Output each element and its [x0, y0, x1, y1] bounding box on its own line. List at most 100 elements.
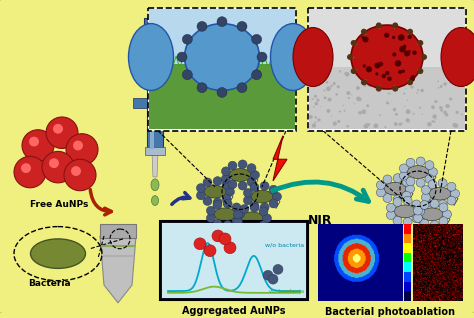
Circle shape — [374, 123, 378, 128]
Circle shape — [421, 185, 430, 194]
Text: w/ bacteria: w/ bacteria — [269, 288, 304, 293]
Circle shape — [416, 207, 425, 216]
Circle shape — [440, 109, 443, 112]
Circle shape — [263, 214, 272, 223]
Bar — [404, 291, 411, 301]
Circle shape — [232, 217, 241, 226]
Circle shape — [361, 36, 365, 39]
Circle shape — [49, 158, 59, 168]
Circle shape — [197, 83, 207, 93]
Circle shape — [420, 219, 429, 228]
Circle shape — [250, 170, 259, 179]
Circle shape — [315, 116, 317, 119]
Ellipse shape — [151, 179, 159, 191]
Ellipse shape — [204, 185, 226, 198]
Circle shape — [212, 230, 224, 242]
Circle shape — [320, 76, 325, 80]
Circle shape — [384, 33, 389, 38]
Circle shape — [400, 164, 409, 173]
Circle shape — [244, 196, 252, 205]
Circle shape — [412, 113, 414, 115]
Circle shape — [403, 218, 412, 226]
Circle shape — [64, 159, 96, 191]
Circle shape — [439, 217, 448, 226]
Circle shape — [337, 120, 340, 123]
Circle shape — [407, 100, 408, 101]
Circle shape — [313, 106, 315, 108]
Circle shape — [320, 106, 321, 107]
Circle shape — [182, 70, 192, 80]
Bar — [404, 272, 411, 282]
Text: Bacteria: Bacteria — [28, 279, 71, 288]
Bar — [404, 253, 411, 262]
Circle shape — [314, 95, 317, 98]
Circle shape — [328, 98, 332, 102]
Ellipse shape — [384, 182, 406, 195]
Text: Aggregated AuNPs: Aggregated AuNPs — [182, 306, 286, 316]
Circle shape — [421, 54, 427, 60]
Circle shape — [425, 175, 434, 183]
Circle shape — [461, 76, 464, 79]
Circle shape — [360, 73, 365, 78]
Circle shape — [434, 100, 438, 103]
Text: NIR: NIR — [308, 214, 332, 227]
Circle shape — [203, 197, 212, 205]
Circle shape — [240, 223, 249, 232]
Circle shape — [238, 160, 247, 169]
Circle shape — [411, 75, 415, 79]
Circle shape — [413, 206, 422, 215]
Circle shape — [438, 80, 439, 82]
Circle shape — [347, 54, 353, 60]
Circle shape — [399, 46, 406, 52]
Circle shape — [337, 85, 340, 88]
Circle shape — [420, 201, 429, 209]
Circle shape — [445, 104, 449, 108]
Circle shape — [421, 193, 430, 202]
Circle shape — [438, 87, 439, 89]
Circle shape — [363, 65, 366, 68]
Circle shape — [250, 203, 259, 212]
Circle shape — [386, 203, 395, 212]
Circle shape — [456, 111, 459, 114]
Circle shape — [403, 78, 404, 80]
Circle shape — [454, 124, 458, 128]
Circle shape — [407, 120, 410, 122]
Circle shape — [324, 96, 327, 99]
Circle shape — [252, 34, 262, 44]
Circle shape — [332, 82, 336, 85]
Bar — [163, 98, 177, 108]
Circle shape — [327, 71, 328, 72]
Bar — [145, 148, 165, 155]
Circle shape — [443, 82, 447, 86]
Circle shape — [219, 233, 231, 245]
Circle shape — [46, 117, 78, 149]
Circle shape — [309, 115, 313, 119]
Circle shape — [206, 206, 215, 215]
Circle shape — [376, 23, 382, 28]
Circle shape — [410, 77, 415, 82]
Circle shape — [222, 194, 231, 203]
Circle shape — [233, 218, 242, 226]
Polygon shape — [152, 152, 158, 177]
Circle shape — [351, 40, 356, 46]
Circle shape — [66, 134, 98, 165]
Circle shape — [213, 176, 222, 185]
Bar — [404, 282, 411, 291]
Circle shape — [263, 270, 273, 280]
Ellipse shape — [351, 25, 423, 89]
Circle shape — [339, 70, 341, 73]
Circle shape — [347, 97, 350, 99]
Circle shape — [356, 86, 360, 90]
Circle shape — [228, 180, 237, 189]
Bar — [404, 262, 411, 272]
Circle shape — [382, 74, 386, 78]
Circle shape — [387, 77, 392, 81]
Circle shape — [358, 98, 362, 101]
Circle shape — [401, 122, 403, 124]
Circle shape — [403, 93, 405, 94]
Ellipse shape — [30, 239, 85, 268]
Polygon shape — [273, 136, 287, 181]
Circle shape — [376, 74, 379, 78]
Ellipse shape — [271, 24, 316, 90]
Circle shape — [269, 185, 278, 194]
